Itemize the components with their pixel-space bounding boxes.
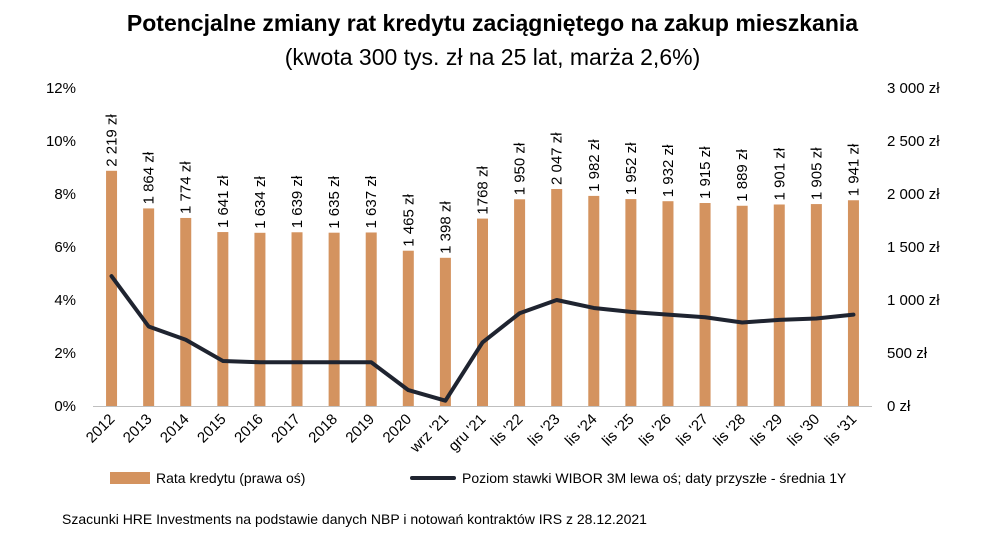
x-tick-label: lis '26 bbox=[636, 411, 675, 450]
x-tick-label: wrz '21 bbox=[406, 411, 452, 457]
x-tick-label: lis '30 bbox=[784, 411, 823, 450]
bar-12 bbox=[551, 189, 563, 406]
x-tick-label: 2013 bbox=[120, 411, 156, 447]
bar-5 bbox=[291, 232, 303, 406]
bar-2 bbox=[180, 217, 192, 406]
bar-17 bbox=[736, 205, 748, 406]
bar-value-label: 2 047 zł bbox=[549, 132, 566, 185]
x-tick-label: lis '23 bbox=[525, 411, 564, 450]
bar-value-label: 1 901 zł bbox=[771, 147, 788, 200]
bar-19 bbox=[810, 204, 822, 406]
x-tick-label: lis '24 bbox=[562, 411, 601, 450]
bar-1 bbox=[143, 208, 155, 406]
bar-value-label: 1 864 zł bbox=[141, 151, 158, 204]
x-tick-label: lis '27 bbox=[673, 411, 712, 450]
y-right-tick-label: 2 000 zł bbox=[887, 186, 940, 203]
x-tick-label: 2015 bbox=[194, 411, 230, 447]
bar-value-label: 1 889 zł bbox=[734, 149, 751, 202]
bar-7 bbox=[365, 232, 377, 406]
y-right-tick-label: 3 000 zł bbox=[887, 80, 940, 97]
x-tick-label: 2017 bbox=[268, 411, 304, 447]
y-right-tick-label: 2 500 zł bbox=[887, 133, 940, 150]
bar-20 bbox=[847, 200, 859, 406]
x-tick-label: lis '28 bbox=[710, 411, 749, 450]
bar-18 bbox=[773, 204, 785, 406]
bar-value-label: 1 952 zł bbox=[623, 142, 640, 195]
bar-value-label: 1 641 zł bbox=[215, 175, 232, 228]
bar-0 bbox=[106, 170, 118, 406]
bar-9 bbox=[439, 257, 451, 406]
y-left-tick-label: 10% bbox=[46, 133, 76, 150]
bar-value-label: 1 774 zł bbox=[178, 161, 195, 214]
bar-13 bbox=[588, 195, 600, 406]
bar-value-label: 1768 zł bbox=[475, 166, 492, 215]
bar-value-label: 1 398 zł bbox=[437, 201, 454, 254]
chart-title: Potencjalne zmiany rat kredytu zaciągnię… bbox=[126, 10, 859, 36]
legend-line-swatch bbox=[410, 476, 456, 480]
source-note: Szacunki HRE Investments na podstawie da… bbox=[62, 511, 647, 527]
bar-10 bbox=[477, 218, 488, 406]
bar-value-label: 1 941 zł bbox=[845, 143, 862, 196]
bar-value-label: 1 932 zł bbox=[660, 144, 677, 197]
bar-value-label: 1 465 zł bbox=[400, 194, 417, 247]
bar-15 bbox=[662, 201, 674, 406]
y-right-tick-label: 1 000 zł bbox=[887, 292, 940, 309]
y-left-tick-label: 2% bbox=[54, 345, 76, 362]
bar-value-label: 1 950 zł bbox=[512, 142, 529, 195]
x-tick-label: 2012 bbox=[83, 411, 119, 447]
bar-value-label: 1 982 zł bbox=[586, 139, 603, 192]
legend-item-bars: Rata kredytu (prawa oś) bbox=[110, 470, 305, 486]
legend-label-line: Poziom stawki WIBOR 3M lewa oś; daty prz… bbox=[462, 470, 847, 486]
chart-subtitle: (kwota 300 tys. zł na 25 lat, marża 2,6%… bbox=[284, 44, 701, 70]
x-tick-label: 2014 bbox=[157, 411, 193, 447]
y-right-tick-label: 500 zł bbox=[887, 345, 928, 362]
bar-4 bbox=[254, 232, 266, 406]
y-left-tick-label: 12% bbox=[46, 80, 76, 97]
legend-bar-swatch bbox=[110, 472, 150, 484]
x-tick-label: lis '29 bbox=[747, 411, 786, 450]
bar-16 bbox=[699, 203, 711, 406]
bar-value-label: 1 639 zł bbox=[289, 175, 306, 228]
x-tick-label: 2018 bbox=[305, 411, 341, 447]
y-left-tick-label: 4% bbox=[54, 292, 76, 309]
bar-value-label: 1 634 zł bbox=[252, 176, 269, 229]
x-tick-label: gru '21 bbox=[445, 411, 489, 455]
bar-3 bbox=[217, 232, 229, 406]
y-left-tick-label: 6% bbox=[54, 239, 76, 256]
y-right-tick-label: 0 zł bbox=[887, 398, 911, 415]
x-tick-label: 2019 bbox=[342, 411, 378, 447]
bar-6 bbox=[328, 232, 340, 406]
y-left-tick-label: 0% bbox=[54, 398, 76, 415]
bar-value-label: 1 905 zł bbox=[808, 147, 825, 200]
y-left-tick-label: 8% bbox=[54, 186, 76, 203]
x-tick-label: lis '25 bbox=[599, 411, 638, 450]
legend-item-line: Poziom stawki WIBOR 3M lewa oś; daty prz… bbox=[410, 470, 846, 486]
bar-value-label: 1 915 zł bbox=[697, 146, 714, 199]
bar-value-label: 1 637 zł bbox=[363, 175, 380, 228]
x-tick-label: lis '22 bbox=[488, 411, 527, 450]
x-tick-label: 2016 bbox=[231, 411, 267, 447]
bar-value-label: 1 635 zł bbox=[326, 175, 343, 228]
y-right-tick-label: 1 500 zł bbox=[887, 239, 940, 256]
bar-11 bbox=[514, 199, 526, 406]
legend-label-bars: Rata kredytu (prawa oś) bbox=[156, 470, 306, 486]
bar-14 bbox=[625, 199, 637, 406]
bar-value-label: 2 219 zł bbox=[104, 114, 121, 167]
bar-8 bbox=[402, 250, 414, 406]
x-tick-label: lis '31 bbox=[821, 411, 860, 450]
